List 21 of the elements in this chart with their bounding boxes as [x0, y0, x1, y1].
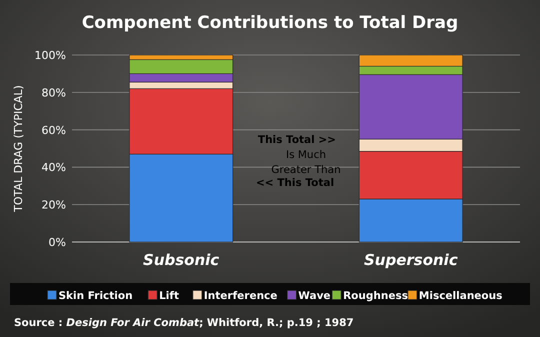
legend-label: Skin Friction: [58, 290, 133, 302]
y-tick-label: 100%: [34, 49, 66, 62]
x-tick-label: Supersonic: [364, 251, 458, 269]
legend-label: Interference: [204, 290, 278, 302]
annotation: Is Much: [286, 148, 326, 161]
x-tick-label: Subsonic: [143, 251, 220, 269]
legend-label: Roughness: [343, 290, 408, 302]
y-tick-label: 0%: [48, 236, 66, 249]
y-tick-label: 40%: [42, 161, 66, 174]
y-tick-label: 80%: [42, 86, 66, 100]
legend-label: Wave: [298, 290, 331, 302]
legend-label: Miscellaneous: [418, 290, 502, 302]
chart-title: Component Contributions to Total Drag: [82, 13, 458, 33]
annotation: This Total >>: [258, 134, 336, 146]
annotation: Greater Than: [271, 164, 341, 176]
annotation: << This Total: [256, 176, 334, 189]
y-tick-label: 60%: [42, 124, 66, 137]
y-axis-title: TOTAL DRAG (TYPICAL): [12, 85, 25, 213]
source-note: Source : Design For Air Combat; Whitford, R.; p.19 ; 1987: [14, 317, 354, 329]
legend-label: Lift: [159, 290, 179, 302]
y-tick-label: 20%: [42, 198, 66, 212]
